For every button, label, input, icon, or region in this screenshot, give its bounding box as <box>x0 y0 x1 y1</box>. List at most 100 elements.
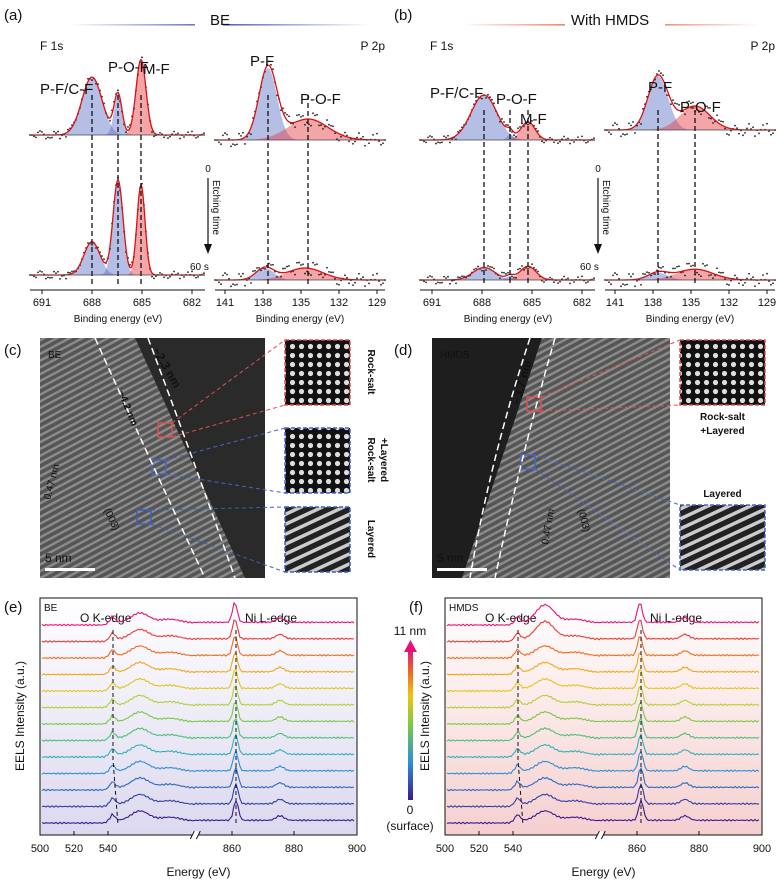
inset-label: Rock-salt <box>700 412 746 423</box>
scale-bar <box>437 568 487 571</box>
eels-spectrum <box>446 619 760 643</box>
eels-spectrum <box>446 652 760 676</box>
data-point <box>220 283 222 286</box>
data-point <box>242 131 244 134</box>
spectrum-title: P 2p <box>361 39 386 53</box>
data-point <box>738 282 740 285</box>
x-tick-label: 141 <box>216 297 234 309</box>
data-point <box>734 274 736 277</box>
data-point <box>334 132 336 135</box>
x-tick-label: 880 <box>690 843 708 855</box>
data-point <box>553 141 555 144</box>
data-point <box>33 275 35 278</box>
data-point <box>338 283 340 286</box>
eels-spectrum <box>446 700 760 726</box>
eels-spectrum <box>446 603 760 627</box>
data-point <box>197 135 199 138</box>
data-point <box>103 258 105 260</box>
data-point <box>567 277 569 280</box>
data-point <box>662 265 664 268</box>
etch-start: 0 <box>205 164 211 175</box>
data-point <box>746 127 748 130</box>
data-point <box>127 125 129 128</box>
data-point <box>346 276 348 279</box>
data-point <box>346 134 348 137</box>
data-point <box>372 134 374 136</box>
data-point <box>250 133 252 136</box>
data-point <box>501 118 503 120</box>
data-point <box>537 130 539 133</box>
data-point <box>49 136 51 139</box>
data-point <box>573 141 575 143</box>
data-point <box>382 142 384 145</box>
data-point <box>87 242 89 244</box>
data-point <box>768 130 770 133</box>
panel-label: (f) <box>409 599 423 616</box>
data-point <box>533 266 535 269</box>
data-point <box>336 283 338 285</box>
data-point <box>527 123 529 126</box>
data-point <box>541 140 543 143</box>
axis-break <box>192 831 199 839</box>
data-point <box>91 243 93 246</box>
data-point <box>543 281 545 283</box>
data-point <box>109 119 111 122</box>
data-point <box>728 134 730 136</box>
data-point <box>91 79 93 81</box>
data-point <box>437 281 439 284</box>
data-point <box>364 285 366 287</box>
scale-label: 5 nm <box>437 551 464 565</box>
roi-box <box>520 454 536 470</box>
data-point <box>569 282 571 285</box>
data-point <box>244 143 246 145</box>
data-point <box>294 273 296 276</box>
eels-spectrum <box>446 669 760 693</box>
data-point <box>53 130 55 133</box>
data-point <box>646 271 648 274</box>
colorbar-bottom: 0 <box>407 803 414 817</box>
data-point <box>228 137 230 140</box>
data-point <box>720 120 722 123</box>
spectrum-title: F 1s <box>40 39 63 53</box>
data-point <box>51 276 53 279</box>
data-point <box>553 281 555 284</box>
data-point <box>491 98 493 101</box>
data-point <box>489 96 491 99</box>
data-point <box>288 115 290 118</box>
data-point <box>37 131 39 134</box>
data-point <box>686 101 688 103</box>
data-point <box>427 136 429 139</box>
x-tick-label: 900 <box>753 843 771 855</box>
data-point <box>477 265 479 268</box>
data-point <box>632 273 634 275</box>
data-point <box>256 267 258 269</box>
eels-spectrum <box>41 733 355 759</box>
data-point <box>195 136 197 139</box>
etch-end: 60 s <box>190 262 209 273</box>
x-tick-label: 138 <box>644 297 662 309</box>
data-point <box>304 272 306 275</box>
eels-spectrum <box>42 685 355 709</box>
data-point <box>716 267 718 270</box>
data-point <box>531 263 533 266</box>
data-point <box>298 261 300 264</box>
edge-label: O K-edge <box>80 611 132 625</box>
data-point <box>493 267 495 270</box>
peak-label: P-O-F <box>108 59 149 76</box>
data-point <box>368 142 370 145</box>
data-point <box>59 278 61 280</box>
data-point <box>626 133 628 136</box>
eels-spectrum <box>41 782 355 808</box>
eels-spectrum <box>41 636 355 660</box>
data-point <box>222 274 224 277</box>
data-point <box>300 264 302 266</box>
data-point <box>228 277 230 280</box>
peak-label: M-F <box>143 61 170 78</box>
data-point <box>252 270 254 273</box>
x-axis-label: Binding energy (eV) <box>646 314 734 325</box>
data-point <box>660 267 662 269</box>
data-point <box>376 132 378 135</box>
x-tick-label: 135 <box>682 297 700 309</box>
eels-spectrum <box>41 701 355 726</box>
y-axis-label: EELS Intensity (a.u.) <box>13 661 27 771</box>
